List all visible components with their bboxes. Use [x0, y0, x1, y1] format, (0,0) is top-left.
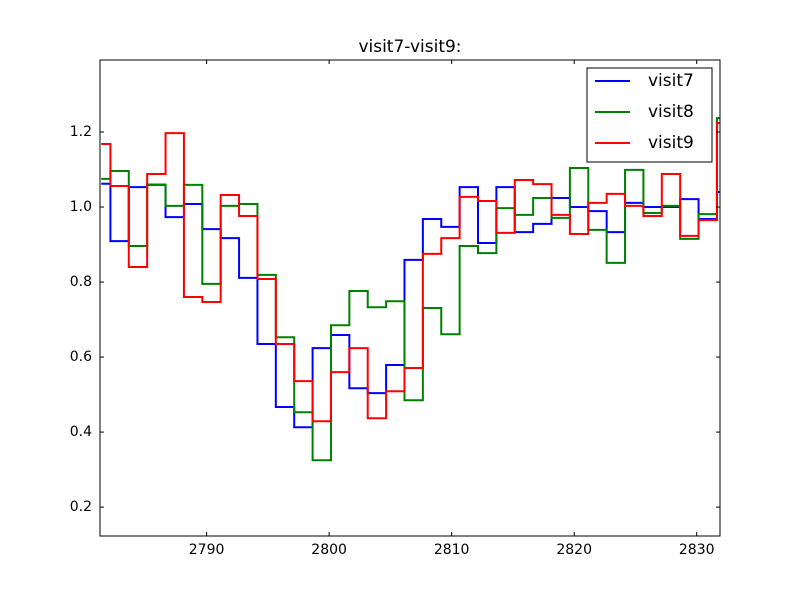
y-tick-label: 0.6 — [70, 349, 92, 365]
data-line — [101, 117, 720, 462]
plot-area — [101, 117, 720, 462]
y-tick-label: 0.2 — [70, 499, 92, 515]
x-tick-label: 2830 — [679, 542, 715, 558]
legend-label: visit8 — [648, 102, 694, 122]
x-tick-label: 2810 — [434, 542, 470, 558]
legend-box — [586, 67, 713, 163]
y-tick-label: 1.2 — [70, 124, 92, 140]
x-tick-label: 2800 — [311, 542, 347, 558]
legend-label: visit9 — [648, 133, 694, 153]
axes-frame — [99, 59, 721, 537]
x-tick-label: 2790 — [189, 542, 225, 558]
data-line — [101, 122, 720, 423]
legend-label: visit7 — [648, 71, 694, 91]
chart-title: visit7-visit9: — [358, 37, 461, 57]
y-tick-label: 0.4 — [70, 424, 92, 440]
x-tick-label: 2820 — [556, 542, 592, 558]
y-tick-label: 0.8 — [70, 274, 92, 290]
y-tick-label: 1.0 — [70, 199, 92, 215]
